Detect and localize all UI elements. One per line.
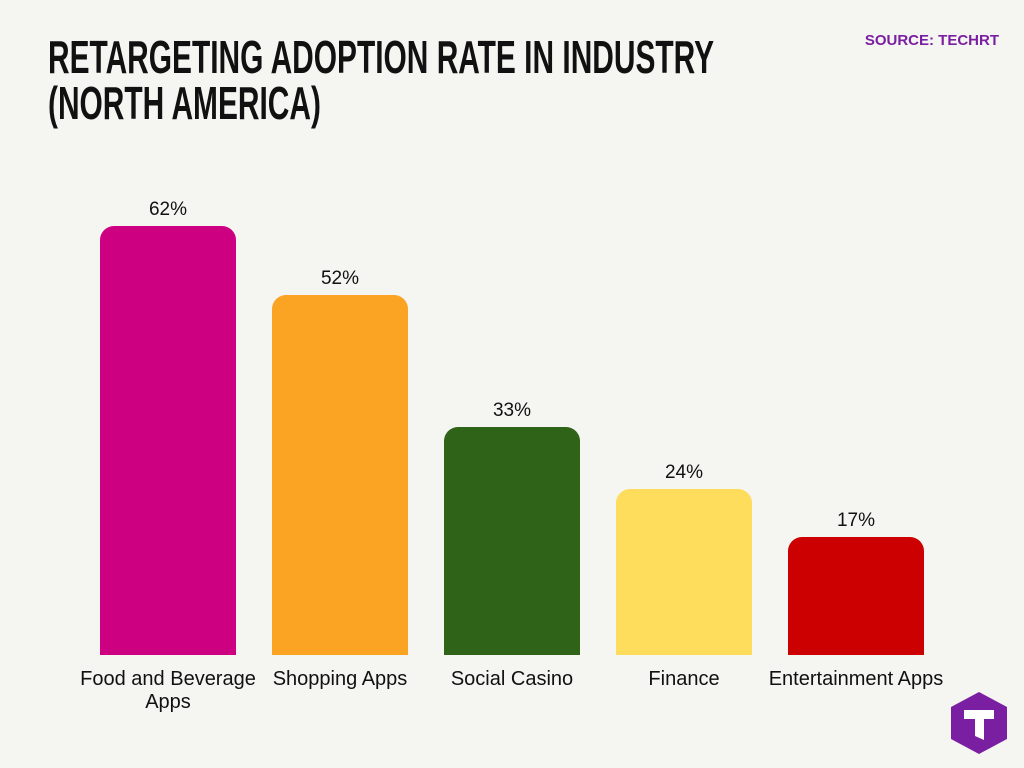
- source: SOURCE: TECHRT: [864, 32, 999, 49]
- logo-letter: [964, 710, 994, 740]
- value-label: 62%: [148, 198, 188, 220]
- x-tick-label: Food and Beverage Apps: [80, 668, 256, 713]
- chart-title: RETARGETING ADOPTION RATE IN INDUSTRY (N…: [48, 31, 714, 129]
- value-label: 17%: [836, 510, 876, 532]
- bar: [100, 225, 236, 655]
- x-tick-label: Entertainment Apps: [768, 668, 944, 690]
- x-tick-label: Finance: [648, 668, 720, 690]
- value-label: 33%: [492, 399, 532, 421]
- bar: [272, 295, 408, 655]
- x-tick-label: Social Casino: [450, 668, 574, 690]
- value-label: 52%: [320, 268, 360, 290]
- bar: [444, 426, 580, 655]
- value-label: 24%: [664, 461, 704, 483]
- bar: [788, 537, 924, 655]
- bar: [616, 488, 752, 655]
- x-tick-label: Shopping Apps: [272, 668, 408, 690]
- logo: [951, 692, 1007, 754]
